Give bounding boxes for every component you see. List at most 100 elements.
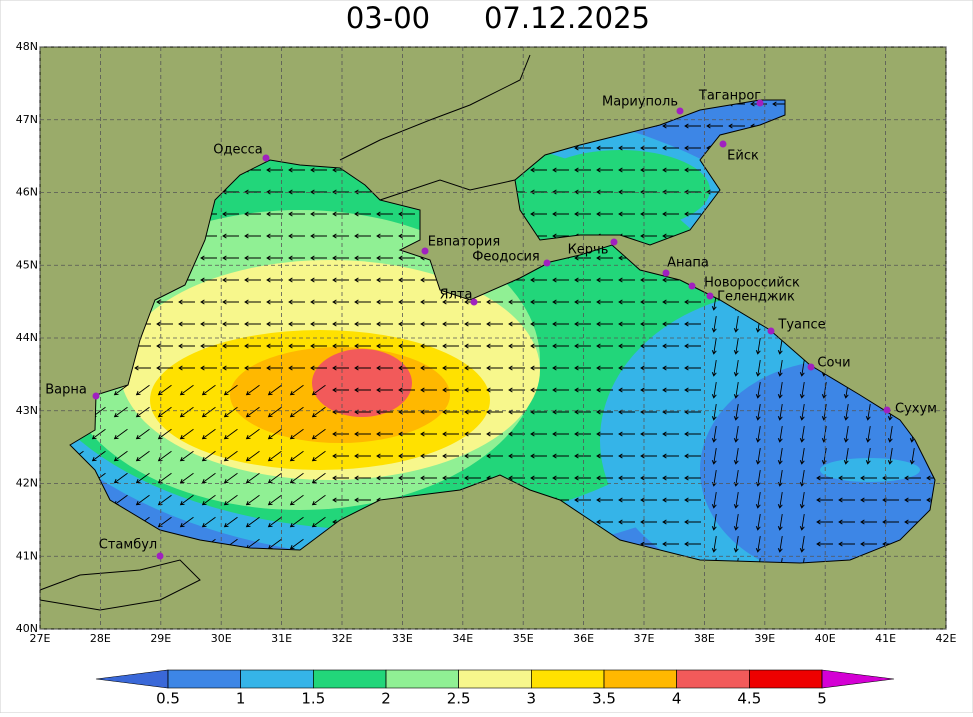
wave-arrow [838,497,855,503]
wave-arrow [222,277,239,283]
wave-arrow [398,321,415,327]
wave-arrow [354,277,371,283]
wave-arrow [684,431,701,437]
wave-arrow [354,189,371,195]
wave-arrow [332,387,349,393]
lon-label: 29E [150,632,171,645]
wave-arrow [904,475,921,481]
wave-arrow [508,387,525,393]
wave-arrow [530,189,547,195]
wave-arrow [376,211,393,217]
wave-arrow [223,450,238,462]
wave-arrow [508,299,525,305]
city-label: Ейск [727,149,759,164]
wave-arrow [618,145,635,151]
wave-zone [312,349,412,417]
city-dot [543,259,551,267]
wave-arrow [332,497,349,503]
colorbar-cell [531,669,605,689]
wave-arrow [398,475,415,481]
wave-arrow [266,255,283,261]
wave-arrow [799,492,805,509]
wave-arrow [640,211,657,217]
wave-arrow [332,321,349,327]
wave-arrow [662,343,679,349]
wave-arrow [684,189,701,195]
wave-arrow [618,387,635,393]
wave-arrow [376,475,393,481]
wave-arrow [552,321,569,327]
wave-arrow [156,365,173,371]
wave-arrow [711,426,717,443]
wave-arrow [398,299,415,305]
wave-arrow [288,365,305,371]
wave-arrow [113,406,128,418]
wave-arrow [909,448,915,465]
wave-arrow [179,428,194,440]
wave-arrow [596,211,613,217]
city-label: Керчь [568,243,609,258]
wave-arrow [200,321,217,327]
colorbar-label: 4.5 [737,690,761,708]
wave-arrow [574,387,591,393]
wave-arrow [464,321,481,327]
wave-arrow [574,453,591,459]
wave-arrow [711,492,717,509]
lat-label: 43N [16,404,38,417]
wave-arrow [266,233,283,239]
city-dot [421,247,429,255]
wave-arrow [816,519,833,525]
city-label: Евпатория [428,235,500,250]
wave-arrow [464,343,481,349]
wave-arrow [332,475,349,481]
wave-arrow [178,365,195,371]
city-dot [662,269,670,277]
wave-arrow [288,167,305,173]
wave-arrow [267,516,282,528]
wave-arrow [640,519,657,525]
colorbar-cell [603,669,677,689]
wave-arrow [618,497,635,503]
wave-arrow [135,450,150,462]
wave-arrow [420,387,437,393]
wave-arrow [486,453,503,459]
wave-arrow [223,428,238,440]
wave-arrow [442,321,459,327]
wave-arrow [376,431,393,437]
wave-arrow [376,343,393,349]
wave-arrow [113,450,128,462]
wave-arrow [289,384,304,396]
lon-label: 41E [875,632,896,645]
lon-label: 40E [815,632,836,645]
city-label: Сочи [817,356,850,371]
wave-arrow [552,365,569,371]
wave-arrow [420,409,437,415]
wave-arrow [310,255,327,261]
wave-arrow [618,475,635,481]
wave-arrow [222,211,239,217]
wave-arrow [179,516,194,528]
wave-arrow [354,431,371,437]
wave-arrow [508,431,525,437]
wave-arrow [311,384,326,396]
wave-arrow [222,255,239,261]
wave-arrow [178,299,195,305]
wave-arrow [596,145,613,151]
wave-arrow [574,409,591,415]
city-label: Геленджик [717,290,795,305]
lon-label: 42E [936,632,957,645]
wave-arrow [266,277,283,283]
wave-arrow [596,365,613,371]
wave-arrow [354,453,371,459]
wave-arrow [684,211,701,217]
wave-arrow [179,472,194,484]
wave-arrow [354,343,371,349]
wave-arrow [354,299,371,305]
wave-arrow [755,536,761,553]
city-dot [262,154,270,162]
wave-arrow [662,189,679,195]
wave-arrow [288,277,305,283]
wave-arrow [860,497,877,503]
wave-arrow [662,145,679,151]
wave-arrow [222,299,239,305]
